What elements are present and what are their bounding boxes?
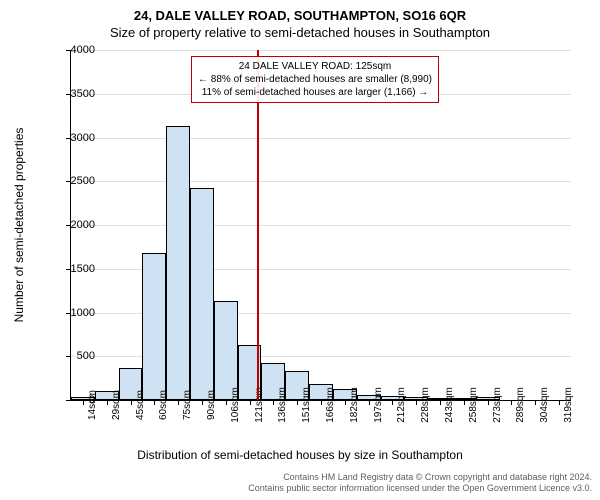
x-tick-mark — [416, 400, 417, 405]
x-tick-mark — [559, 400, 560, 405]
x-tick-mark — [440, 400, 441, 405]
x-tick-mark — [202, 400, 203, 405]
x-tick-label: 319sqm — [563, 387, 574, 423]
x-tick-label: 212sqm — [396, 387, 407, 423]
y-tick-label: 4000 — [55, 44, 95, 56]
histogram-bar — [142, 253, 166, 400]
gridline — [71, 225, 571, 226]
x-tick-mark — [107, 400, 108, 405]
y-tick-label: 1500 — [55, 263, 95, 275]
histogram-bar — [190, 188, 214, 400]
x-tick-mark — [511, 400, 512, 405]
annotation-line-1: 24 DALE VALLEY ROAD: 125sqm — [198, 60, 432, 73]
x-tick-mark — [273, 400, 274, 405]
x-tick-mark — [250, 400, 251, 405]
x-tick-label: 228sqm — [420, 387, 431, 423]
histogram-plot-area: 14sqm29sqm45sqm60sqm75sqm90sqm106sqm121s… — [70, 50, 571, 401]
x-tick-mark — [321, 400, 322, 405]
x-tick-mark — [488, 400, 489, 405]
annotation-box: 24 DALE VALLEY ROAD: 125sqm← 88% of semi… — [191, 56, 439, 103]
x-tick-label: 289sqm — [515, 387, 526, 423]
x-tick-label: 182sqm — [349, 387, 360, 423]
y-tick-label: 1000 — [55, 307, 95, 319]
y-tick-label: 0 — [55, 394, 95, 406]
x-tick-label: 197sqm — [373, 387, 384, 423]
gridline — [71, 138, 571, 139]
x-tick-mark — [226, 400, 227, 405]
x-tick-label: 273sqm — [492, 387, 503, 423]
y-tick-label: 2000 — [55, 219, 95, 231]
y-tick-label: 2500 — [55, 175, 95, 187]
chart-title-main: 24, DALE VALLEY ROAD, SOUTHAMPTON, SO16 … — [0, 0, 600, 23]
annotation-line-3: 11% of semi-detached houses are larger (… — [198, 86, 432, 99]
footer-attribution: Contains HM Land Registry data © Crown c… — [248, 472, 592, 494]
x-tick-mark — [345, 400, 346, 405]
y-axis-label: Number of semi-detached properties — [12, 128, 26, 323]
y-tick-label: 3500 — [55, 88, 95, 100]
x-tick-mark — [464, 400, 465, 405]
x-tick-mark — [369, 400, 370, 405]
x-tick-label: 258sqm — [468, 387, 479, 423]
histogram-bar — [214, 301, 238, 400]
x-tick-mark — [392, 400, 393, 405]
x-tick-mark — [131, 400, 132, 405]
x-tick-label: 243sqm — [444, 387, 455, 423]
x-tick-mark — [535, 400, 536, 405]
footer-line-2: Contains public sector information licen… — [248, 483, 592, 494]
footer-line-1: Contains HM Land Registry data © Crown c… — [248, 472, 592, 483]
x-tick-mark — [154, 400, 155, 405]
x-axis-label: Distribution of semi-detached houses by … — [0, 448, 600, 462]
gridline — [71, 50, 571, 51]
x-tick-label: 304sqm — [539, 387, 550, 423]
x-tick-mark — [297, 400, 298, 405]
y-tick-label: 3000 — [55, 132, 95, 144]
x-tick-mark — [178, 400, 179, 405]
annotation-line-2: ← 88% of semi-detached houses are smalle… — [198, 73, 432, 86]
y-tick-label: 500 — [55, 350, 95, 362]
gridline — [71, 181, 571, 182]
histogram-bar — [166, 126, 190, 400]
chart-title-sub: Size of property relative to semi-detach… — [0, 23, 600, 42]
